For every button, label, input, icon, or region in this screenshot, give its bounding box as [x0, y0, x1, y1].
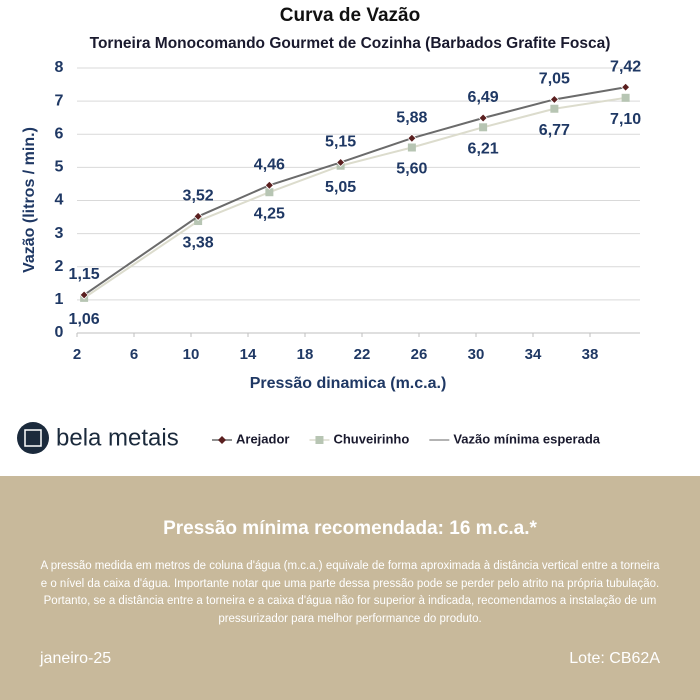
- x-tick-label: 14: [240, 346, 257, 363]
- legend-label: Arejador: [236, 431, 289, 446]
- legend-marker: [218, 436, 226, 444]
- footer-heading: Pressão mínima recomendada: 16 m.c.a.*: [163, 518, 537, 539]
- marker: [407, 133, 417, 143]
- footer-date: janeiro-25: [40, 650, 112, 667]
- x-tick-label: 34: [525, 346, 542, 363]
- chart-title: Curva de Vazão: [280, 5, 420, 26]
- data-label: 3,52: [183, 188, 214, 205]
- y-tick-label: 6: [55, 125, 64, 142]
- x-tick-label: 2: [73, 346, 81, 363]
- x-tick-label: 26: [411, 346, 428, 363]
- marker: [621, 82, 631, 92]
- x-tick-label: 22: [354, 346, 371, 363]
- x-tick-label: 38: [582, 346, 599, 363]
- x-tick-label: 30: [468, 346, 485, 363]
- x-tick-label: 10: [183, 346, 200, 363]
- data-label: 4,46: [254, 156, 285, 173]
- legend-marker: [315, 436, 324, 444]
- marker: [549, 94, 559, 105]
- y-axis-label: Vazão (litros / min.): [21, 127, 38, 273]
- series-line: [83, 96, 626, 299]
- marker: [621, 93, 630, 102]
- marker: [336, 157, 346, 167]
- marker: [194, 217, 203, 226]
- marker: [264, 180, 274, 190]
- data-label: 1,15: [69, 266, 100, 283]
- series-line: [83, 86, 626, 296]
- logo-icon-frame: [24, 429, 42, 447]
- data-label: 3,38: [183, 234, 214, 251]
- legend-label: Chuveirinho: [333, 431, 409, 446]
- marker: [407, 143, 416, 152]
- legend-label: Vazão mínima esperada: [453, 431, 600, 446]
- info-panel: Pressão mínima recomendada: 16 m.c.a.* A…: [0, 476, 700, 700]
- data-label: 5,15: [325, 134, 356, 151]
- marker: [550, 104, 559, 113]
- brand: bela metais: [56, 424, 179, 451]
- logo-icon: [17, 422, 49, 454]
- chart: Curva de Vazão Torneira Monocomando Gour…: [17, 5, 641, 454]
- x-axis-label: Pressão dinamica (m.c.a.): [250, 375, 447, 392]
- data-label: 7,05: [539, 71, 570, 88]
- data-label: 6,49: [468, 89, 499, 106]
- data-label: 5,88: [396, 109, 427, 126]
- y-tick-label: 7: [55, 92, 64, 109]
- y-tick-label: 5: [55, 159, 64, 176]
- chart-subtitle: Torneira Monocomando Gourmet de Cozinha …: [90, 35, 611, 52]
- y-tick-label: 1: [55, 291, 64, 308]
- x-tick-label: 6: [130, 346, 138, 363]
- footer-lot: Lote: CB62A: [569, 650, 660, 667]
- marker: [478, 113, 488, 123]
- data-label: 4,25: [254, 205, 285, 222]
- y-tick-label: 8: [55, 59, 64, 76]
- data-label: 5,60: [396, 161, 427, 178]
- data-label: 7,42: [610, 58, 641, 75]
- marker: [193, 211, 203, 221]
- y-tick-label: 3: [55, 225, 64, 242]
- y-tick-label: 2: [55, 258, 64, 275]
- marker: [265, 188, 274, 197]
- data-label: 1,06: [69, 311, 100, 328]
- y-tick-label: 0: [55, 324, 64, 341]
- data-label: 6,77: [539, 122, 570, 139]
- x-tick-label: 18: [297, 346, 314, 363]
- data-label: 6,21: [468, 141, 499, 158]
- data-label: 5,05: [325, 179, 356, 196]
- marker: [479, 123, 488, 132]
- y-tick-label: 4: [55, 192, 64, 209]
- marker: [79, 290, 89, 300]
- footer-text: A pressão medida em metros de coluna d'á…: [40, 560, 660, 625]
- data-label: 7,10: [610, 111, 641, 128]
